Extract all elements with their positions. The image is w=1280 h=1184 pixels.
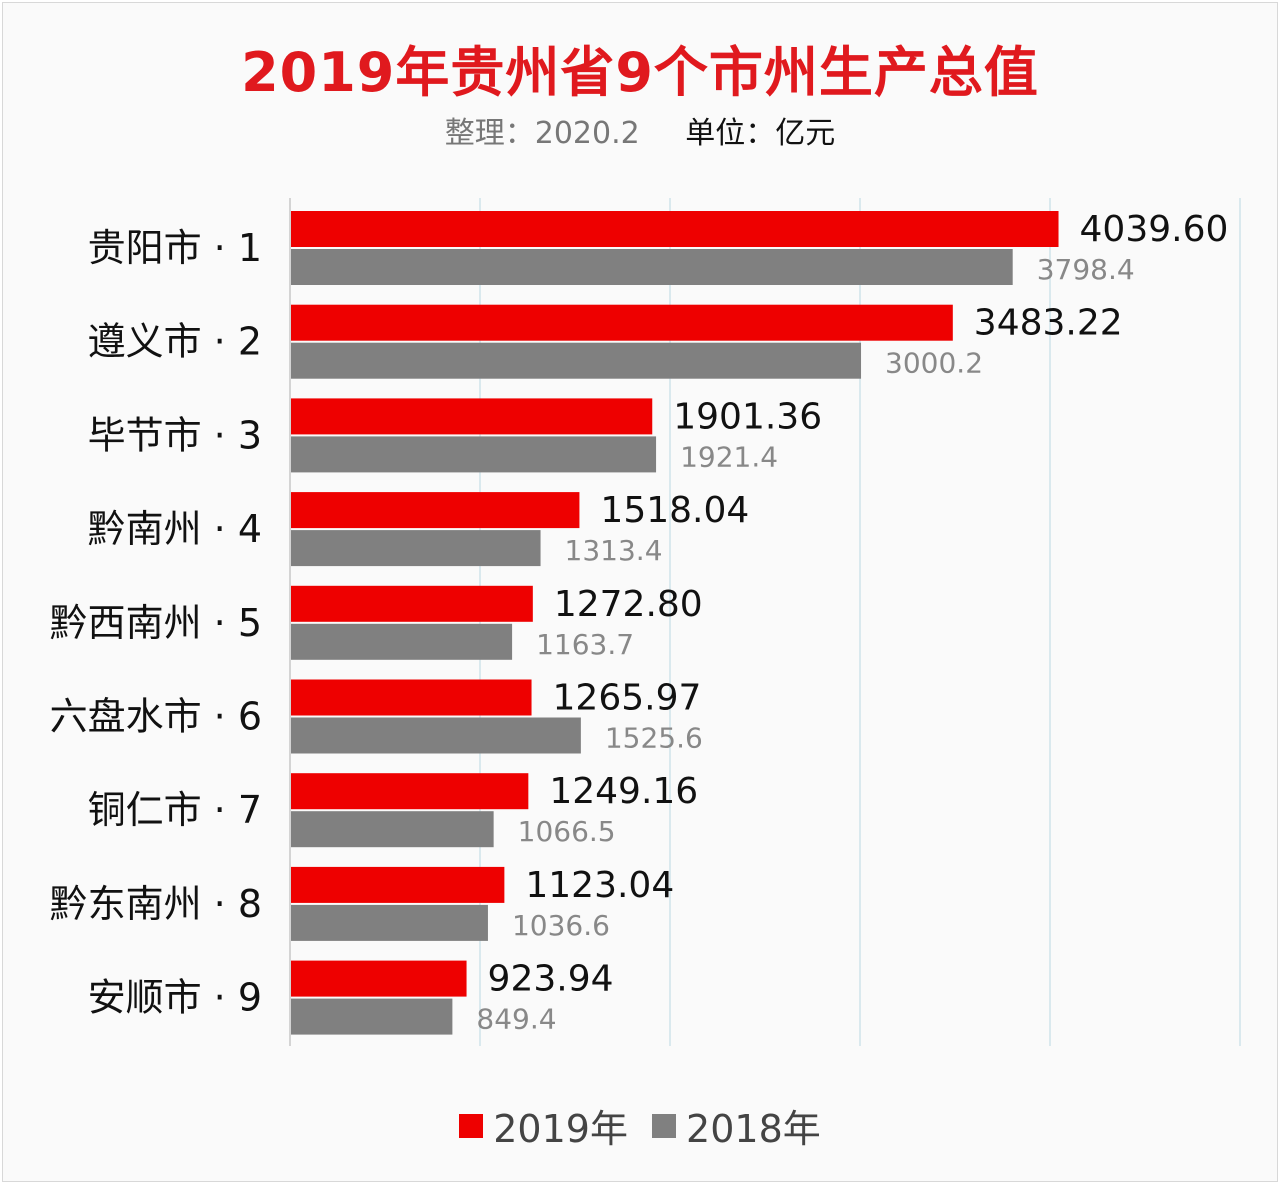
data-label-2018: 1313.4 — [565, 534, 663, 567]
subtitle-unit: 单位：亿元 — [685, 116, 836, 151]
bar-2018 — [291, 904, 488, 941]
data-label-2018: 1921.4 — [680, 440, 778, 473]
category-label: 铜仁市 · 7 — [88, 788, 262, 832]
bar-2019 — [291, 304, 953, 341]
data-label-2019: 1265.97 — [553, 678, 702, 719]
bar-2019 — [291, 866, 505, 903]
data-label-2019: 923.94 — [488, 959, 614, 1000]
data-label-2018: 1163.7 — [536, 628, 634, 661]
bar-2018 — [291, 249, 1013, 285]
chart-subtitle: 整理：2020.2 单位：亿元 — [0, 108, 1280, 152]
legend-label-2018: 2018年 — [686, 1107, 821, 1151]
category-label: 安顺市 · 9 — [88, 976, 262, 1020]
data-label-2018: 3000.2 — [885, 347, 983, 380]
category-label: 毕节市 · 3 — [88, 413, 262, 457]
data-label-2018: 849.4 — [476, 1003, 556, 1036]
data-label-2019: 1272.80 — [554, 584, 703, 625]
bar-2019 — [291, 492, 580, 529]
bar-2019 — [291, 211, 1059, 247]
legend-label-2019: 2019年 — [493, 1107, 628, 1151]
category-label: 黔西南州 · 5 — [50, 601, 262, 645]
category-label: 遵义市 · 2 — [88, 320, 262, 364]
data-label-2019: 4039.60 — [1080, 209, 1229, 250]
data-label-2018: 1525.6 — [605, 722, 703, 755]
bar-2018 — [291, 342, 862, 379]
bar-2018 — [291, 530, 541, 567]
bar-2019 — [291, 773, 529, 810]
bar-2018 — [291, 811, 494, 848]
bar-2018 — [291, 623, 513, 660]
category-label: 六盘水市 · 6 — [50, 695, 262, 739]
bar-2018 — [291, 998, 453, 1035]
legend: 2019年 2018年 — [0, 1098, 1280, 1153]
bar-2018 — [291, 717, 581, 754]
bar-2019 — [291, 679, 532, 716]
bar-2018 — [291, 436, 657, 473]
legend-swatch-2018 — [652, 1113, 677, 1138]
subtitle-date: 整理：2020.2 — [444, 116, 640, 151]
category-label: 黔东南州 · 8 — [50, 882, 262, 926]
data-label-2019: 1249.16 — [549, 771, 698, 812]
data-label-2019: 1123.04 — [525, 865, 674, 906]
legend-swatch-2019 — [459, 1113, 484, 1138]
category-label: 黔南州 · 4 — [88, 507, 262, 551]
category-label: 贵阳市 · 1 — [88, 226, 262, 270]
chart-title: 2019年贵州省9个市州生产总值 — [241, 41, 1039, 104]
bar-2019 — [291, 398, 653, 435]
data-label-2019: 1518.04 — [600, 490, 749, 531]
legend-item-2018: 2018年 — [652, 1098, 821, 1153]
data-label-2019: 3483.22 — [974, 303, 1123, 344]
data-label-2018: 1066.5 — [518, 815, 616, 848]
bar-2019 — [291, 585, 533, 622]
data-label-2019: 1901.36 — [673, 396, 822, 437]
bar-2019 — [291, 960, 467, 997]
data-label-2018: 1036.6 — [512, 909, 610, 942]
data-label-2018: 3798.4 — [1037, 253, 1135, 286]
legend-item-2019: 2019年 — [459, 1098, 628, 1153]
